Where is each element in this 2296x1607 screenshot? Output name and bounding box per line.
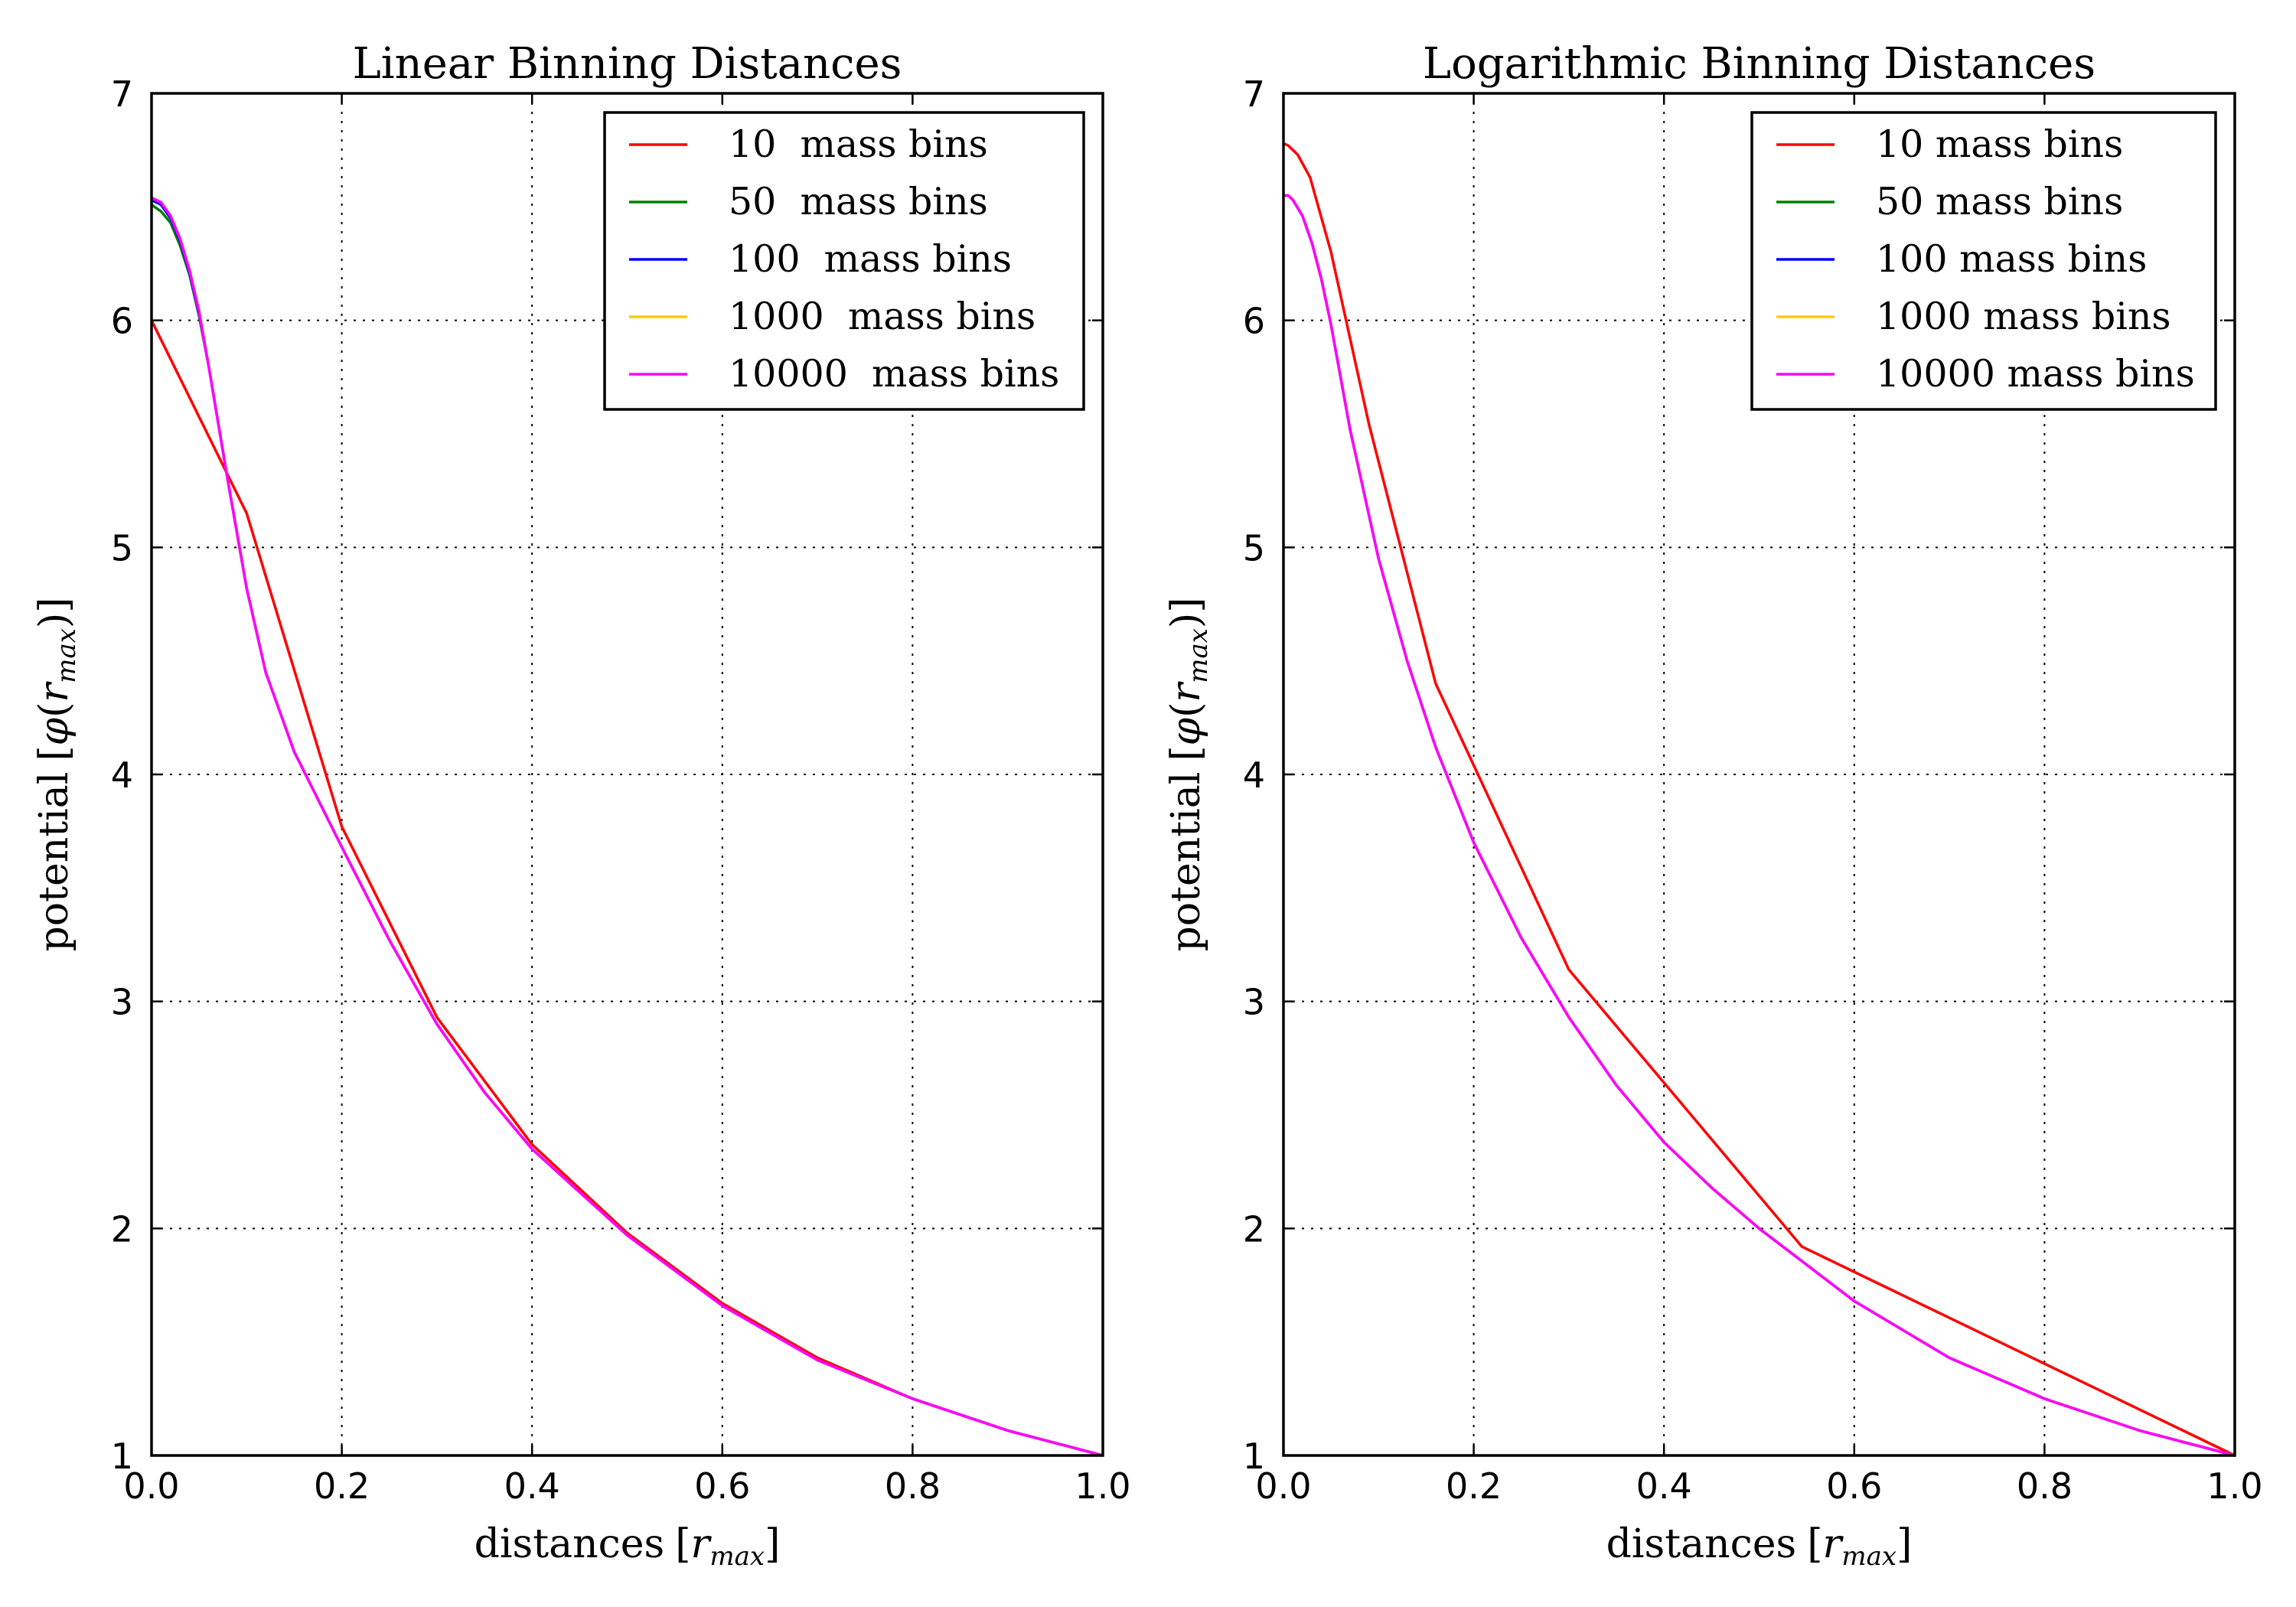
x-tick-label: 0.6	[1826, 1465, 1882, 1507]
y-axis-unit-paren-open: (	[31, 702, 77, 718]
y-axis-unit-sub: max	[1183, 628, 1214, 683]
series-line-10000-mass-bins	[1283, 194, 2236, 1457]
x-tick-label: 0.0	[123, 1465, 179, 1507]
logarithmic-binning-panel: 0.0 0.2 0.4 0.6 0.8 1.0 1 2 3 4 5 6 7 Logarithmic Bin…	[1163, 39, 2263, 1572]
y-tick-label: 7	[1243, 73, 1265, 115]
y-axis-unit-open: [	[31, 745, 77, 761]
y-axis-unit-close: )]	[1163, 597, 1209, 628]
x-tick-label: 0.6	[694, 1465, 750, 1507]
y-axis-unit-close: )]	[31, 597, 77, 628]
legend-label: 100 mass bins	[1876, 237, 2147, 281]
y-tick-label: 5	[1243, 527, 1265, 569]
y-axis-label: potential [φ(rmax)]	[1163, 597, 1214, 951]
series-line-10000-mass-bins	[151, 196, 1104, 1457]
x-axis-label: distances [rmax]	[1606, 1521, 1913, 1572]
y-axis-unit-open: [	[1163, 745, 1209, 761]
legend-box	[1750, 111, 2217, 411]
legend-label: 50 mass bins	[1876, 180, 2123, 223]
x-tick-label: 1.0	[2206, 1465, 2262, 1507]
x-axis-unit-sub: max	[709, 1541, 765, 1572]
legend-label: 10 mass bins	[729, 122, 988, 166]
y-axis-label-text: potential	[31, 772, 77, 952]
y-tick-label: 4	[111, 755, 133, 796]
x-axis-label: distances [rmax]	[475, 1521, 781, 1572]
legend-label: 1000 mass bins	[729, 295, 1035, 338]
chart-title: Linear Binning Distances	[353, 39, 902, 89]
y-axis-unit-r: r	[1163, 681, 1209, 702]
y-axis-unit-paren-open: (	[1163, 702, 1209, 718]
legend-label: 50 mass bins	[729, 180, 988, 223]
y-tick-label: 5	[111, 527, 133, 569]
y-tick-label: 7	[111, 73, 133, 115]
y-tick-label: 6	[111, 301, 133, 342]
y-tick-label: 2	[1243, 1208, 1265, 1250]
x-tick-label: 0.0	[1255, 1465, 1311, 1507]
y-tick-label: 1	[111, 1436, 133, 1477]
series-line-10-mass-bins	[1283, 142, 2236, 1457]
x-axis-unit-close: ]	[1896, 1521, 1912, 1567]
y-axis-unit-phi: φ	[31, 717, 77, 745]
y-axis-unit-phi: φ	[1163, 717, 1209, 745]
legend-label: 10 mass bins	[1876, 122, 2123, 166]
legend-label: 10000 mass bins	[1876, 352, 2195, 396]
x-tick-label: 0.4	[1636, 1465, 1692, 1507]
y-axis-label-text: potential	[1163, 772, 1209, 952]
y-tick-label: 4	[1243, 755, 1265, 796]
x-axis-unit-open: [	[675, 1521, 690, 1567]
legend: 10 mass bins 50 mass bins 100 mass bins 100…	[603, 111, 1085, 411]
legend-label: 1000 mass bins	[1876, 295, 2171, 338]
x-axis-label-text: distances	[1606, 1521, 1797, 1567]
x-axis-unit-r: r	[691, 1521, 713, 1567]
x-axis-unit-r: r	[1823, 1521, 1844, 1567]
y-axis-label: potential [φ(rmax)]	[31, 597, 82, 951]
x-axis-unit-open: [	[1807, 1521, 1822, 1567]
linear-binning-panel: 0.0 0.2 0.4 0.6 0.8 1.0 1 2 3 4 5 6 7 Linear Binning …	[31, 39, 1131, 1572]
x-axis-label-text: distances	[475, 1521, 665, 1567]
series-line-10-mass-bins	[150, 319, 1104, 1457]
x-tick-label: 0.2	[1446, 1465, 1502, 1507]
legend-box	[603, 111, 1085, 411]
y-axis-unit-sub: max	[51, 628, 82, 683]
x-tick-label: 1.0	[1075, 1465, 1130, 1507]
x-axis-unit-close: ]	[765, 1521, 780, 1567]
y-tick-label: 3	[1243, 982, 1265, 1023]
chart-title: Logarithmic Binning Distances	[1423, 39, 2095, 89]
legend-label: 10000 mass bins	[729, 352, 1059, 396]
y-tick-label: 3	[111, 982, 133, 1023]
x-tick-label: 0.8	[885, 1465, 941, 1507]
x-tick-label: 0.8	[2017, 1465, 2073, 1507]
x-tick-label: 0.4	[504, 1465, 560, 1507]
y-tick-label: 6	[1243, 301, 1265, 342]
legend-label: 100 mass bins	[729, 237, 1012, 281]
y-tick-label: 1	[1243, 1436, 1265, 1477]
x-axis-unit-sub: max	[1841, 1541, 1896, 1572]
x-tick-label: 0.2	[314, 1465, 370, 1507]
legend: 10 mass bins 50 mass bins 100 mass bins 100…	[1750, 111, 2217, 411]
y-axis-unit-r: r	[31, 681, 77, 702]
y-tick-label: 2	[111, 1208, 133, 1250]
